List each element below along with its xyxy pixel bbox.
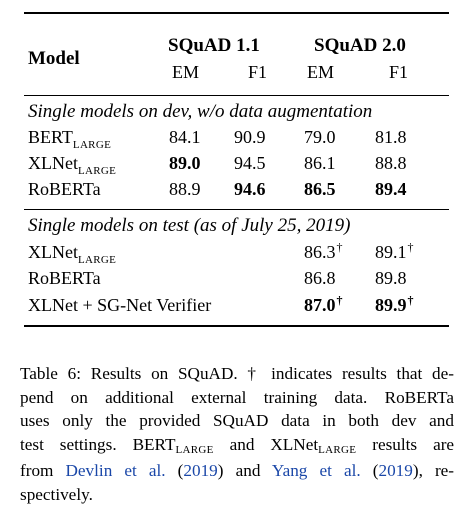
citation-year-link[interactable]: 2019 xyxy=(183,461,218,480)
caption-line: uses only the provided SQuAD data in bot… xyxy=(20,411,454,430)
f120-value: 88.8 xyxy=(375,153,407,173)
f111-value: 94.5 xyxy=(234,153,266,173)
model-name: BERTLARGE xyxy=(28,127,112,151)
em20-value: 86.5 xyxy=(304,179,336,199)
em11-value: 84.1 xyxy=(169,127,201,147)
citation-yang-link[interactable]: Yang et al. xyxy=(271,461,361,480)
f120-value: 89.8 xyxy=(375,268,407,288)
top-rule xyxy=(24,12,449,14)
citation-devlin-link[interactable]: Devlin et al. xyxy=(65,461,166,480)
em11-header: EM xyxy=(172,62,199,82)
em20-value: 86.8 xyxy=(304,268,336,288)
bottom-rule xyxy=(24,325,449,327)
f120-value: 81.8 xyxy=(375,127,407,147)
model-name: XLNetLARGE xyxy=(28,242,117,266)
model-name: XLNetLARGE xyxy=(28,153,117,177)
f120-value: 89.9† xyxy=(375,293,414,315)
model-header: Model xyxy=(28,48,80,69)
em20-value: 87.0† xyxy=(304,293,343,315)
em11-value: 88.9 xyxy=(169,179,201,199)
caption-line: Table 6: Results on SQuAD. † indicates r… xyxy=(20,364,454,383)
f120-value: 89.1† xyxy=(375,240,414,262)
squad20-header: SQuAD 2.0 xyxy=(314,35,406,56)
f120-value: 89.4 xyxy=(375,179,407,199)
table-caption: Table 6: Results on SQuAD. † indicates r… xyxy=(20,362,454,506)
f111-header: F1 xyxy=(248,62,268,82)
model-name: RoBERTa xyxy=(28,179,101,199)
f120-header: F1 xyxy=(389,62,409,82)
em20-header: EM xyxy=(307,62,334,82)
citation-year-link[interactable]: 2019 xyxy=(378,461,413,480)
em20-value: 86.3† xyxy=(304,240,343,262)
em20-value: 79.0 xyxy=(304,127,336,147)
model-name: XLNet + SG-Net Verifier xyxy=(28,295,212,315)
squad11-header: SQuAD 1.1 xyxy=(168,35,260,56)
caption-line: from Devlin et al. (2019) and Yang et al… xyxy=(20,461,455,480)
caption-line: pend on additional external training dat… xyxy=(20,387,454,407)
caption-line: spectively. xyxy=(20,484,93,504)
header-rule xyxy=(24,95,449,96)
em20-value: 86.1 xyxy=(304,153,336,173)
f111-value: 94.6 xyxy=(234,179,266,199)
section-test: Single models on test (as of July 25, 20… xyxy=(28,215,351,236)
section-dev: Single models on dev, w/o data augmentat… xyxy=(28,101,373,122)
caption-line: test settings. BERTLARGE and XLNetLARGE … xyxy=(20,434,455,456)
em11-value: 89.0 xyxy=(169,153,201,173)
model-name: RoBERTa xyxy=(28,268,101,288)
section-rule xyxy=(24,209,449,210)
f111-value: 90.9 xyxy=(234,127,266,147)
